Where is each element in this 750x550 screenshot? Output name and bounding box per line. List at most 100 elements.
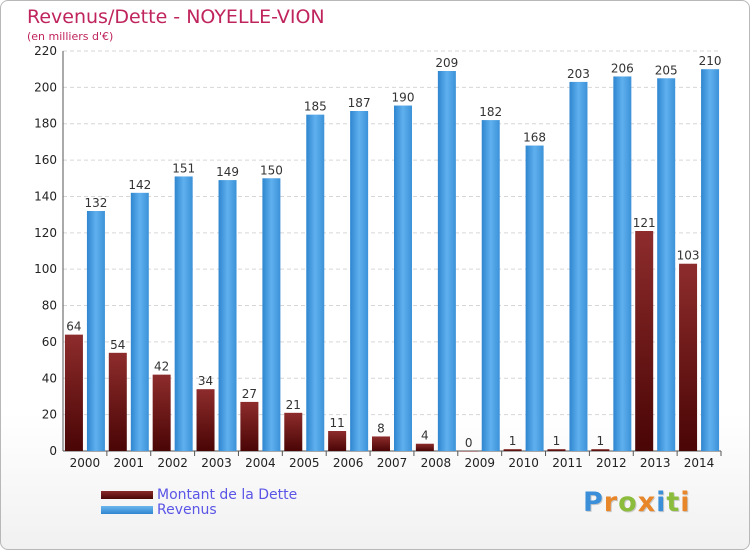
data-label-dette: 0 (465, 436, 473, 450)
bar-dette (108, 352, 127, 451)
bar-dette (459, 451, 478, 452)
bar-dette (196, 389, 215, 451)
data-label-revenus: 182 (479, 105, 502, 119)
data-label-revenus: 168 (523, 131, 546, 145)
y-tick-label: 120 (34, 226, 57, 240)
legend-item-dette: Montant de la Dette (101, 486, 298, 503)
bar-revenus (394, 105, 412, 451)
x-tick-label: 2009 (464, 456, 495, 470)
chart-title: Revenus/Dette - NOYELLE-VION (27, 6, 325, 28)
x-tick-label: 2011 (552, 456, 583, 470)
bar-dette (328, 431, 347, 451)
x-tick-label: 2010 (508, 456, 539, 470)
bar-dette (635, 231, 654, 451)
x-tick-label: 2007 (377, 456, 408, 470)
x-tick-label: 2003 (201, 456, 232, 470)
legend-label-dette: Montant de la Dette (157, 486, 298, 503)
bar-dette (547, 449, 566, 451)
data-label-revenus: 185 (304, 100, 327, 114)
data-label-dette: 103 (677, 249, 700, 263)
bar-revenus (657, 78, 676, 451)
bar-dette (152, 374, 171, 451)
x-tick-label: 2008 (421, 456, 452, 470)
data-label-revenus: 206 (611, 61, 634, 75)
data-label-revenus: 209 (435, 56, 458, 70)
data-label-revenus: 210 (699, 54, 722, 68)
legend-label-revenus: Revenus (157, 501, 217, 518)
data-label-revenus: 151 (172, 161, 195, 175)
bar-revenus (174, 176, 193, 452)
data-label-revenus: 205 (655, 63, 678, 77)
chart-subtitle: (en milliers d'€) (27, 30, 114, 43)
x-tick-label: 2005 (289, 456, 320, 470)
y-tick-label: 80 (42, 299, 57, 313)
x-tick-label: 2002 (157, 456, 188, 470)
bar-revenus (569, 81, 588, 451)
bar-dette (679, 263, 698, 451)
bar-dette (372, 436, 390, 451)
logo-letter: r (603, 487, 619, 518)
bar-dette (284, 412, 303, 451)
legend-item-revenus: Revenus (101, 501, 297, 518)
x-tick-label: 2013 (640, 456, 671, 470)
x-tick-label: 2014 (684, 456, 715, 470)
y-tick-label: 220 (34, 44, 57, 58)
data-label-dette: 4 (421, 429, 429, 443)
bar-revenus (262, 178, 281, 452)
data-label-revenus: 142 (128, 178, 151, 192)
y-tick-label: 0 (49, 444, 57, 458)
bar-dette (64, 334, 83, 451)
bar-dette (591, 449, 610, 451)
data-label-dette: 8 (377, 421, 385, 435)
logo-letter: o (618, 487, 638, 518)
y-tick-label: 20 (42, 408, 57, 422)
data-label-revenus: 187 (348, 96, 371, 110)
x-tick-label: 2012 (596, 456, 627, 470)
logo-letter: i (656, 487, 667, 518)
data-label-revenus: 149 (216, 165, 239, 179)
proxiti-logo: Proxiti (583, 487, 691, 518)
y-tick-label: 40 (42, 371, 57, 385)
data-label-dette: 54 (110, 338, 125, 352)
y-tick-label: 60 (42, 335, 57, 349)
x-tick-label: 2006 (333, 456, 364, 470)
data-label-dette: 34 (198, 374, 213, 388)
bar-revenus (613, 76, 632, 452)
data-label-dette: 27 (242, 387, 257, 401)
bar-revenus (701, 69, 720, 451)
x-tick-label: 2000 (70, 456, 101, 470)
logo-letter: x (637, 487, 657, 518)
logo-letter: i (680, 487, 691, 518)
legend-swatch-dette (101, 490, 153, 499)
data-label-revenus: 203 (567, 67, 590, 81)
bar-revenus (525, 145, 544, 451)
data-label-dette: 11 (329, 416, 344, 430)
bar-dette (240, 401, 259, 451)
logo-letter: t (666, 487, 681, 518)
data-label-dette: 1 (509, 434, 517, 448)
x-tick-label: 2004 (245, 456, 276, 470)
y-tick-label: 100 (34, 262, 57, 276)
bar-dette (503, 449, 522, 451)
legend-swatch-revenus (101, 505, 153, 514)
data-label-dette: 121 (633, 216, 656, 230)
bar-revenus (481, 120, 500, 451)
data-label-dette: 21 (286, 398, 301, 412)
legend: Montant de la Dette Revenus (101, 486, 298, 518)
data-label-dette: 64 (66, 320, 81, 334)
logo-letter: P (583, 487, 604, 518)
bar-revenus (437, 71, 456, 451)
y-tick-label: 200 (34, 80, 57, 94)
data-label-dette: 42 (154, 360, 169, 374)
y-tick-label: 180 (34, 117, 57, 131)
bar-revenus (130, 192, 149, 451)
bar-revenus (350, 111, 369, 451)
data-label-revenus: 132 (84, 196, 107, 210)
bar-dette (415, 443, 434, 451)
data-label-dette: 1 (553, 434, 561, 448)
bar-revenus (86, 211, 105, 451)
data-label-dette: 1 (597, 434, 605, 448)
y-tick-label: 160 (34, 153, 57, 167)
